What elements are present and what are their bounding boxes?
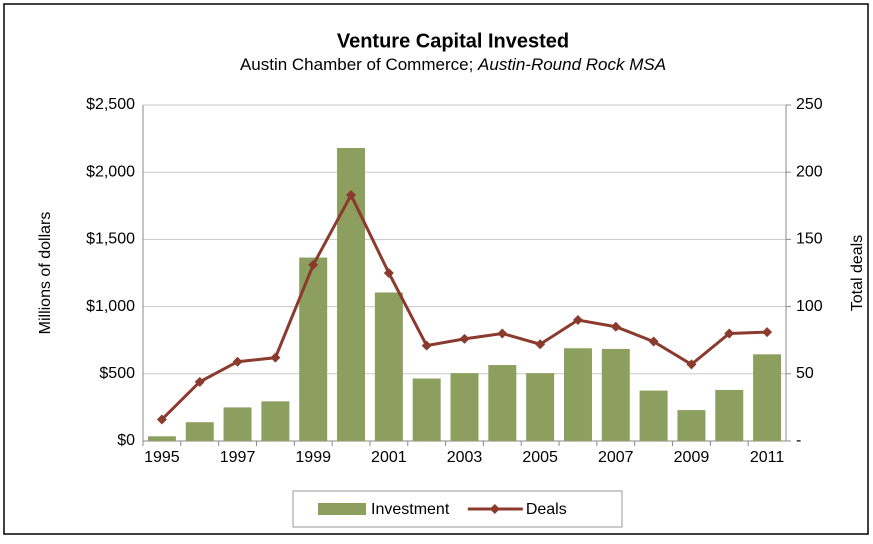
chart-title: Venture Capital Invested [337, 30, 569, 52]
bar [412, 378, 441, 441]
y2-tick-label: - [796, 432, 801, 449]
chart-frame [3, 3, 869, 535]
x-tick-label: 1995 [144, 449, 180, 466]
line-marker [383, 268, 394, 278]
line-marker [648, 336, 659, 347]
bar [526, 373, 555, 441]
bar [185, 422, 214, 441]
line-marker [308, 259, 319, 270]
legend-swatch-marker [489, 504, 500, 514]
x-tick-label: 2001 [371, 449, 407, 466]
y2-tick-label: 150 [796, 231, 823, 248]
legend-label: Deals [526, 501, 567, 518]
subtitle-region: Austin-Round Rock MSA [477, 55, 666, 74]
bar [563, 348, 592, 441]
bar [488, 365, 517, 441]
x-tick-label: 1997 [220, 449, 256, 466]
bar [147, 436, 176, 441]
line-marker [232, 356, 243, 367]
chart-subtitle: Austin Chamber of Commerce; Austin-Round… [240, 55, 666, 74]
x-tick-label: 2005 [522, 449, 558, 466]
line-marker [572, 315, 583, 326]
line-marker [762, 327, 773, 338]
bar [639, 390, 668, 441]
line-marker [535, 339, 546, 350]
line-marker [724, 328, 735, 339]
x-tick-label: 1999 [295, 449, 331, 466]
legend-swatch [318, 503, 366, 515]
bar [450, 373, 479, 441]
line-marker [421, 340, 432, 351]
y-tick-label: $1,000 [86, 298, 135, 315]
bar [601, 348, 630, 441]
x-tick-label: 2007 [598, 449, 634, 466]
line-marker [497, 328, 508, 339]
subtitle-source: Austin Chamber of Commerce; [240, 55, 478, 74]
y-tick-label: $0 [117, 432, 135, 449]
line-marker [156, 414, 167, 425]
y2-tick-label: 100 [796, 298, 823, 315]
y-axis-label: Millions of dollars [37, 212, 54, 335]
line-marker [270, 352, 281, 363]
y2-tick-label: 50 [796, 365, 814, 382]
x-tick-label: 2011 [750, 449, 785, 466]
legend-label: Investment [371, 501, 450, 518]
bar [374, 292, 403, 441]
y-tick-label: $2,500 [86, 96, 135, 113]
y2-tick-label: 200 [796, 163, 823, 180]
bar [223, 407, 252, 441]
bar [753, 354, 782, 441]
x-tick-label: 2009 [674, 449, 710, 466]
line-marker [194, 376, 205, 387]
line-marker [686, 359, 697, 370]
line-marker [610, 321, 621, 332]
y-tick-label: $2,000 [86, 163, 135, 180]
bar [715, 389, 744, 441]
line-marker [346, 190, 357, 201]
x-tick-label: 2003 [447, 449, 483, 466]
bar [261, 401, 290, 441]
y2-tick-label: 250 [796, 96, 823, 113]
y-tick-label: $1,500 [86, 231, 135, 248]
y2-axis-label: Total deals [849, 235, 866, 312]
y-tick-label: $500 [99, 365, 135, 382]
bar [677, 410, 706, 441]
line-marker [459, 333, 470, 344]
